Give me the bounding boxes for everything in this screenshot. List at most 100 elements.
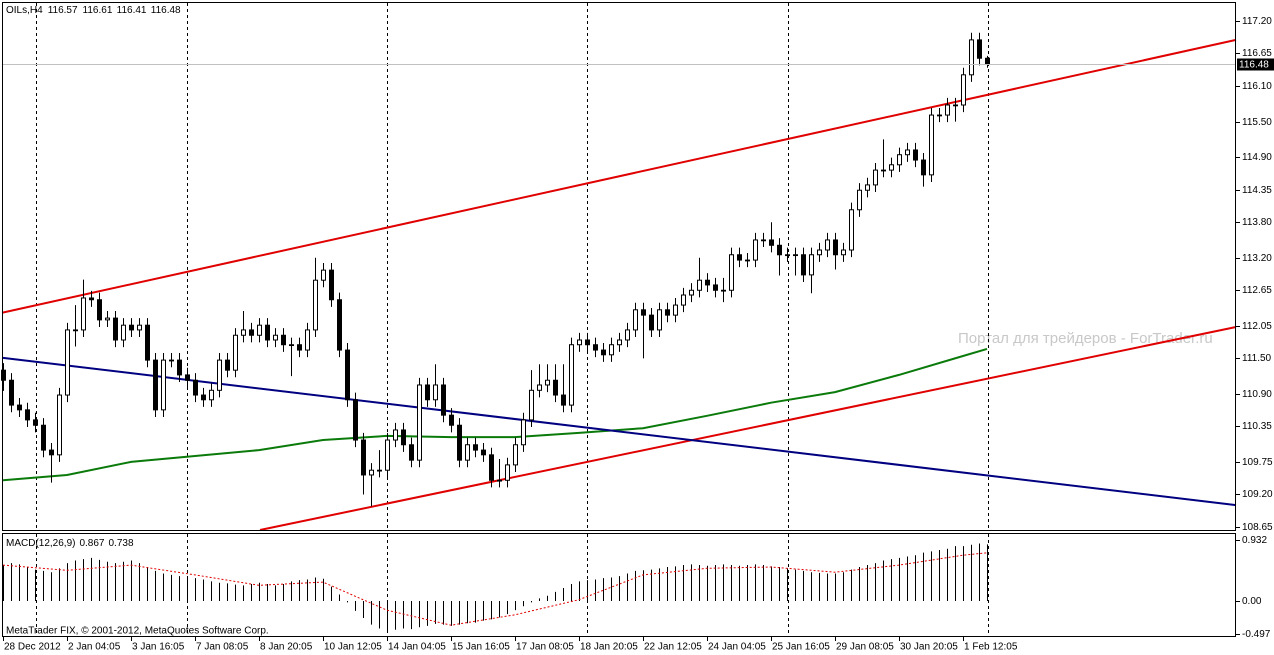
candle-body (937, 114, 942, 117)
candle-body (233, 334, 238, 371)
candle-body (81, 297, 86, 331)
x-tick-label: 22 Jan 12:05 (644, 642, 702, 653)
candle-body (193, 379, 198, 396)
x-tick-label: 28 Dec 2012 (4, 642, 61, 653)
candle-body (105, 317, 110, 321)
candle-body (593, 344, 598, 351)
candle-body (713, 284, 718, 291)
candle-body (17, 404, 22, 411)
footer: MetaTrader FIX, © 2001-2012, MetaQuotes … (6, 626, 269, 637)
candle-body (249, 329, 254, 336)
candle-body (201, 394, 206, 401)
x-tick-label: 7 Jan 08:05 (196, 642, 249, 653)
trend-line (1, 38, 1237, 314)
candle-body (689, 289, 694, 296)
header-high: 116.61 (83, 5, 113, 16)
x-tick-label: 25 Jan 16:05 (772, 642, 830, 653)
macd-frame (2, 533, 1236, 637)
candle-body (369, 469, 374, 476)
candle-body (1, 369, 6, 381)
candle-body (25, 409, 30, 421)
candle-body (417, 384, 422, 461)
candle-body (841, 249, 846, 256)
y-tick-label: 0.00 (1242, 596, 1262, 607)
candle-body (33, 419, 38, 426)
candle-body (281, 334, 286, 346)
y-tick-label: 113.20 (1242, 253, 1272, 264)
candle-body (945, 104, 950, 116)
candle-body (473, 444, 478, 451)
candle-body (129, 324, 134, 331)
candle-body (273, 334, 278, 341)
candle-body (449, 414, 454, 426)
x-tick-label: 14 Jan 04:05 (388, 642, 446, 653)
candle-body (897, 154, 902, 166)
candle-body (289, 344, 294, 347)
candle-body (489, 454, 494, 481)
candle-body (777, 244, 782, 256)
candle-body (513, 444, 518, 466)
candle-body (921, 159, 926, 176)
watermark: Портал для трейдеров - ForTrader.ru (958, 330, 1213, 347)
candle-body (649, 314, 654, 331)
candle-body (849, 209, 854, 251)
candle-body (705, 279, 710, 286)
candle-body (401, 429, 406, 446)
candle-body (617, 339, 622, 346)
candle-body (241, 329, 246, 336)
candle-body (561, 394, 566, 406)
candle-body (121, 324, 126, 341)
macd-header: MACD(12,26,9) 0.867 0.738 (6, 538, 134, 549)
candle-body (881, 169, 886, 172)
candle-body (857, 189, 862, 211)
current-price-box (1237, 58, 1274, 71)
x-tick-label: 8 Jan 20:05 (260, 642, 313, 653)
moving-average (2, 347, 988, 482)
candle-body (73, 329, 78, 332)
header-low: 116.41 (117, 5, 147, 16)
header-open: 116.57 (48, 5, 78, 16)
candle-body (145, 324, 150, 361)
candle-body (737, 254, 742, 261)
candle-body (217, 359, 222, 391)
macd-signal: 0.738 (109, 538, 134, 549)
y-tick-label: 117.20 (1242, 16, 1272, 27)
candle-body (465, 444, 470, 461)
candle-body (9, 379, 14, 406)
x-tick-label: 3 Jan 16:05 (132, 642, 185, 653)
candle-body (505, 464, 510, 481)
candle-body (569, 344, 574, 406)
candle-body (681, 294, 686, 306)
candle-body (297, 344, 302, 351)
candle-body (353, 399, 358, 441)
y-tick-label: 110.90 (1242, 389, 1272, 400)
macd-title: MACD(12,26,9) (6, 538, 75, 549)
x-tick-label: 18 Jan 20:05 (580, 642, 638, 653)
y-tick-label: 116.10 (1242, 81, 1272, 92)
candle-body (601, 349, 606, 356)
y-tick-label: 0.932 (1242, 535, 1267, 546)
candle-body (321, 269, 326, 281)
candle-body (673, 304, 678, 316)
candle-body (657, 309, 662, 331)
candle-body (97, 299, 102, 321)
y-tick-label: 112.65 (1242, 285, 1272, 296)
candle-body (577, 339, 582, 346)
candle-body (953, 104, 958, 107)
candle-body (913, 149, 918, 161)
candle-body (833, 239, 838, 256)
price-panel: 117.20 116.65 116.10 115.50 114.90 114.35 113.… (1, 3, 1274, 533)
candle-body (545, 379, 550, 386)
candle-body (425, 384, 430, 401)
y-tick-label: 116.65 (1242, 48, 1272, 59)
candle-body (169, 359, 174, 362)
candle-body (113, 317, 118, 341)
candle-body (985, 57, 990, 65)
candle-body (57, 394, 62, 456)
current-price-label: 116.48 (1239, 60, 1269, 71)
y-tick-label: 112.05 (1242, 321, 1272, 332)
y-tick-label: 115.50 (1242, 117, 1272, 128)
candle-body (537, 384, 542, 391)
